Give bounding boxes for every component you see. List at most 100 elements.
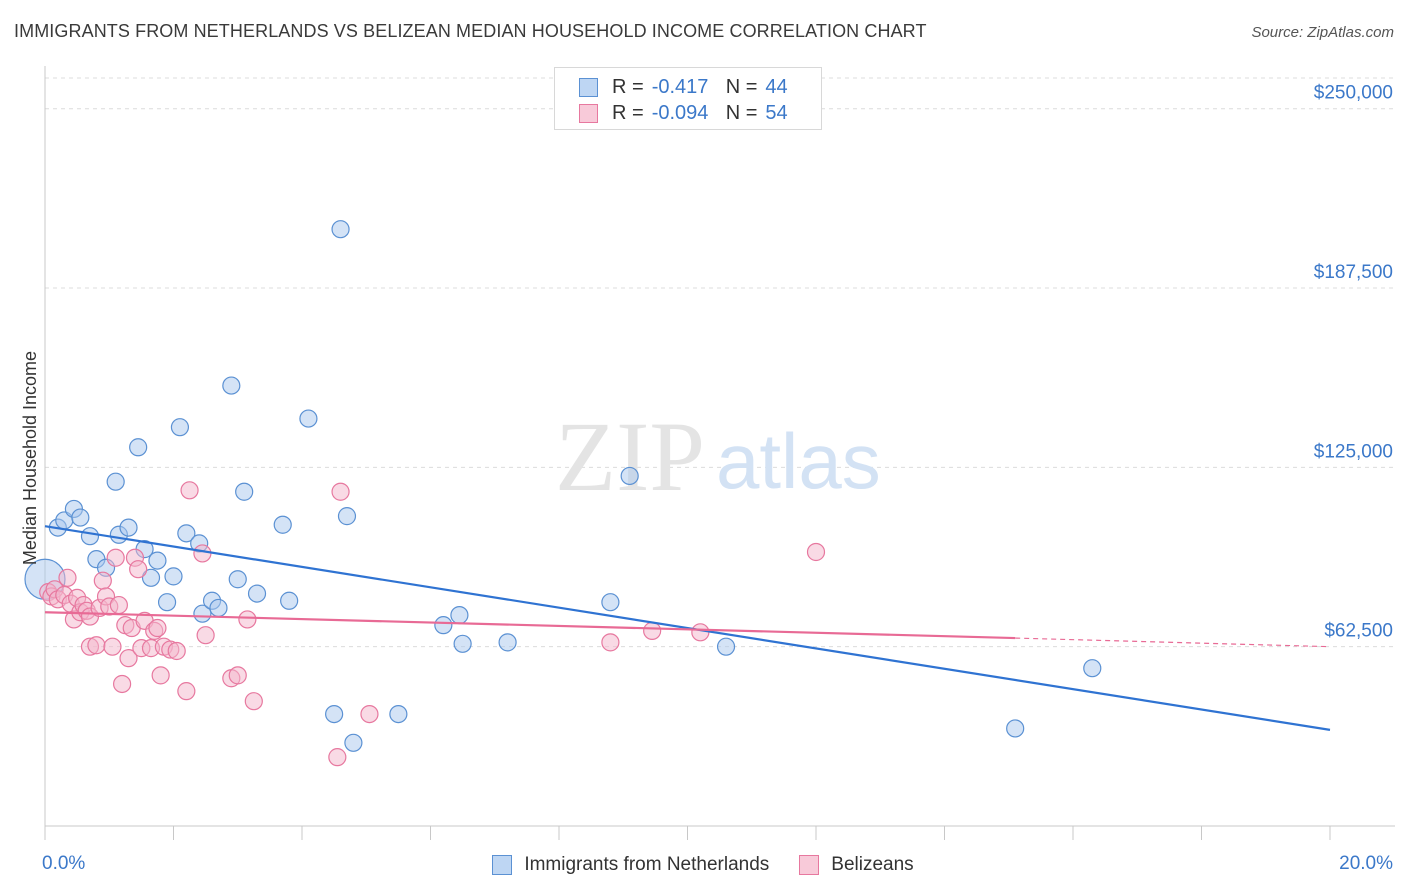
stats-legend: R = -0.417 N = 44 R = -0.094 N = 54 [554,67,822,130]
belizean-point [180,481,199,500]
belizean-point [58,568,77,587]
netherlands-point [1083,659,1102,678]
netherlands-point [601,593,620,612]
netherlands-point [434,616,453,635]
netherlands-point [498,633,517,652]
netherlands-point [273,515,292,534]
netherlands-point [453,634,472,653]
legend-n-value: 44 [765,75,788,98]
belizean-point [106,548,125,567]
watermark-zip: ZIP [555,401,705,512]
belizean-point [148,618,167,638]
belizean-point [109,595,128,615]
trend-layer [44,525,1331,731]
belizean-point [129,560,148,579]
belizean-trend-line [44,611,1016,640]
netherlands-point [80,527,100,546]
belizean-point [193,544,212,563]
watermark-atlas: atlas [716,417,881,505]
legend-swatch-blue [579,77,598,97]
netherlands-point [235,482,254,501]
belizean-point [103,637,122,656]
label-layer: $62,500 $125,000 $187,500 $250,000 0.0% 20.0% [42,83,1393,874]
netherlands-point [344,733,363,752]
netherlands-point [337,507,357,526]
chart-title: IMMIGRANTS FROM NETHERLANDS VS BELIZEAN … [14,21,927,41]
belizean-point [331,482,350,501]
netherlands-point [620,466,639,486]
belizean-point [328,748,347,767]
belizean-point [601,633,620,652]
belizean-point [228,666,247,685]
x-tick-label: 20.0% [1339,853,1393,874]
netherlands-point [209,598,228,618]
netherlands-point [280,591,299,610]
netherlands-point [299,409,318,428]
y-axis-label: Median Household Income [20,351,40,565]
legend-row-netherlands: R = -0.417 N = 44 [579,75,788,99]
netherlands-point [141,568,161,587]
netherlands-point [71,508,90,527]
netherlands-point [331,220,350,239]
netherlands-point [1006,719,1025,738]
y-tick-label: $250,000 [1314,83,1393,104]
netherlands-point [389,704,408,724]
belizean-point [151,666,170,685]
netherlands-point [193,604,212,623]
y-tick-label: $187,500 [1314,262,1393,283]
netherlands-point [222,376,241,395]
legend-item-netherlands[interactable]: Immigrants from Netherlands [492,854,769,876]
grid-layer [45,77,1395,648]
belizean-point [691,623,710,642]
netherlands-point [157,593,177,612]
legend-n-label: N = [725,75,758,98]
belizean-point [244,692,263,711]
axis-layer [44,66,1395,840]
netherlands-point [228,570,247,589]
netherlands-point [247,584,267,603]
netherlands-point [119,518,138,537]
watermark: ZIP atlas [555,401,881,512]
legend-r-value: -0.094 [651,101,709,124]
netherlands-point [325,704,344,724]
belizean-point [177,682,196,701]
belizean-point [360,704,379,724]
x-tick-label: 0.0% [42,853,85,874]
netherlands-point [129,438,148,457]
netherlands-point [106,472,125,491]
belizean-point [167,641,186,661]
legend-row-belizeans: R = -0.094 N = 54 [579,101,788,125]
legend-item-belizeans[interactable]: Belizeans [799,854,914,876]
series-legend: Immigrants from Netherlands Belizeans [0,852,1406,878]
belizean-point [112,674,132,694]
y-tick-label: $62,500 [1324,621,1393,642]
belizean-point [196,626,215,645]
legend-r-label: R = [612,75,644,98]
belizean-point [119,649,138,668]
legend-r-label: R = [612,101,644,124]
legend-n-value: 54 [765,101,788,124]
belizean-point [238,610,257,629]
netherlands-point [716,637,736,656]
legend-label-netherlands: Immigrants from Netherlands [524,854,770,875]
netherlands-point [148,551,167,570]
y-tick-label: $125,000 [1314,441,1393,462]
source-label: Source: ZipAtlas.com [1251,24,1394,41]
netherlands-point [164,567,183,586]
netherlands-point [177,524,196,543]
legend-swatch-pink [579,103,598,123]
belizean-trend-extension [1015,637,1331,648]
belizean-point [643,621,662,640]
belizean-point [87,636,106,655]
belizean-point [93,571,112,590]
legend-swatch-pink [799,855,820,875]
legend-n-label: N = [725,101,758,124]
legend-swatch-blue [492,855,513,875]
netherlands-point [170,418,190,437]
netherlands-trend-line [44,525,1331,731]
netherlands-point [450,606,469,625]
belizean-point [806,542,826,562]
legend-r-value: -0.417 [651,75,709,98]
legend-label-belizeans: Belizeans [831,854,914,875]
